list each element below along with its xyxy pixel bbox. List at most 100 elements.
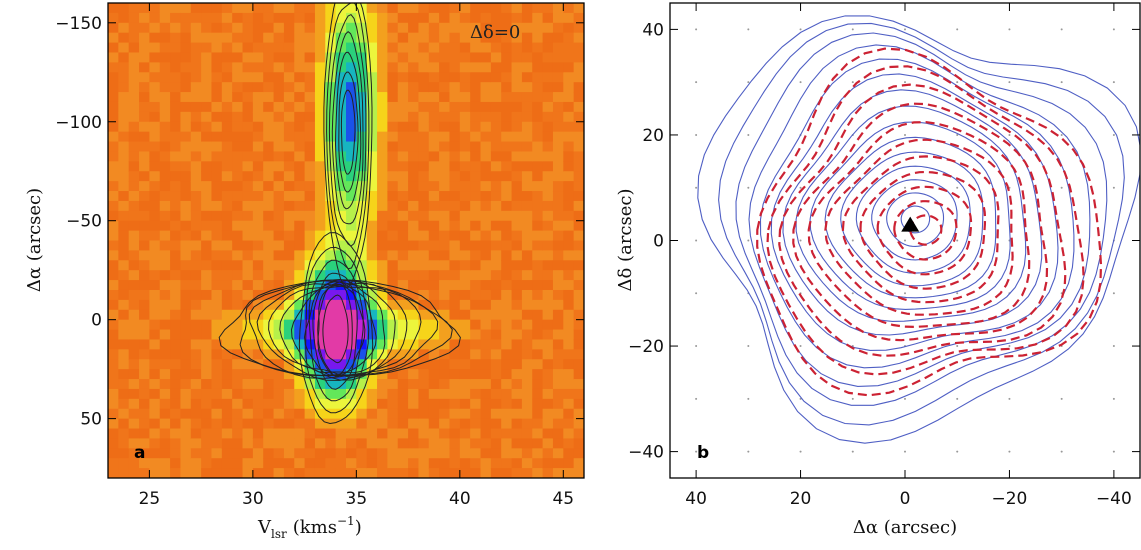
heatmap-cell xyxy=(573,280,584,291)
heatmap-cell xyxy=(314,161,326,172)
heatmap-cell xyxy=(232,448,244,459)
heatmap-cell xyxy=(459,32,471,44)
heatmap-cell xyxy=(314,428,326,440)
heatmap-cell xyxy=(335,408,347,420)
heatmap-cell xyxy=(211,121,223,133)
heatmap-cell xyxy=(314,82,326,93)
heatmap-cell xyxy=(532,161,544,172)
heatmap-cell xyxy=(149,52,161,63)
heatmap-cell xyxy=(532,388,544,400)
heatmap-cell xyxy=(139,111,150,123)
heatmap-cell xyxy=(439,82,451,93)
heatmap-cell xyxy=(480,62,492,73)
heatmap-cell xyxy=(542,289,554,301)
heatmap-cell xyxy=(108,309,119,321)
heatmap-cell xyxy=(201,289,213,301)
y-tick-label: −50 xyxy=(66,212,102,232)
heatmap-cell xyxy=(470,210,482,222)
heatmap-cell xyxy=(563,408,575,420)
heatmap-cell xyxy=(170,32,182,44)
heatmap-cell xyxy=(190,398,202,410)
heatmap-cell xyxy=(366,359,378,370)
heatmap-cell xyxy=(232,309,244,321)
heatmap-cell xyxy=(211,349,223,360)
heatmap-cell xyxy=(428,359,440,370)
heatmap-cell xyxy=(211,448,223,459)
heatmap-cell xyxy=(449,349,461,360)
heatmap-cell xyxy=(459,309,471,321)
heatmap-cell xyxy=(325,210,337,222)
heatmap-cell xyxy=(356,210,368,222)
contour-line xyxy=(328,13,367,247)
heatmap-cell xyxy=(252,101,264,113)
heatmap-cell xyxy=(418,171,430,182)
heatmap-cell xyxy=(501,161,513,172)
heatmap-cell xyxy=(490,260,502,271)
heatmap-cell xyxy=(521,329,533,341)
heatmap-cell xyxy=(408,62,420,73)
x-tick-label: 35 xyxy=(346,489,368,509)
heatmap-cell xyxy=(273,92,285,103)
heatmap-cell xyxy=(232,82,244,93)
heatmap-cell xyxy=(314,141,326,153)
heatmap-cell xyxy=(304,131,316,143)
heatmap-cell xyxy=(108,200,119,212)
heatmap-cell xyxy=(211,151,223,162)
heatmap-cell xyxy=(490,438,502,449)
heatmap-cell xyxy=(532,210,544,222)
heatmap-cell xyxy=(335,32,347,44)
heatmap-cell xyxy=(190,309,202,321)
dashed-contour xyxy=(766,65,1085,376)
heatmap-cell xyxy=(552,270,564,281)
heatmap-cell xyxy=(294,220,306,232)
heatmap-cell xyxy=(573,448,584,459)
heatmap-cell xyxy=(304,299,316,311)
heatmap-cell xyxy=(211,101,223,113)
contour-line xyxy=(218,279,461,377)
heatmap-cell xyxy=(470,141,482,153)
heatmap-cell xyxy=(263,52,275,63)
heatmap-cell xyxy=(325,309,337,321)
heatmap-cell xyxy=(304,62,316,73)
heatmap-cell xyxy=(428,349,440,360)
panel-b-x-ticks: 40 20 0 −20 −40 xyxy=(685,3,1132,509)
heatmap-cell xyxy=(511,299,523,311)
heatmap-cell xyxy=(428,72,440,83)
heatmap-cell xyxy=(108,72,119,83)
panel-b-grid xyxy=(695,28,1115,453)
heatmap-cell xyxy=(273,171,285,182)
heatmap-cell xyxy=(325,270,337,281)
heatmap-cell xyxy=(470,388,482,400)
heatmap-cell xyxy=(532,339,544,350)
heatmap-cell xyxy=(552,428,564,440)
heatmap-cell xyxy=(294,52,306,63)
heatmap-cell xyxy=(346,289,357,301)
heatmap-cell xyxy=(263,131,275,143)
heatmap-cell xyxy=(377,191,388,202)
heatmap-cell xyxy=(325,329,337,341)
heatmap-cell xyxy=(511,131,523,143)
heatmap-cell xyxy=(201,131,213,143)
heatmap-cell xyxy=(490,82,502,93)
heatmap-cell xyxy=(397,250,409,261)
heatmap-cell xyxy=(356,161,368,172)
heatmap-cell xyxy=(501,12,513,24)
heatmap-cell xyxy=(252,270,264,281)
heatmap-cell xyxy=(480,181,492,192)
heatmap-cell xyxy=(449,289,461,301)
heatmap-cell xyxy=(180,369,192,380)
x-tick-label: 30 xyxy=(242,489,264,509)
heatmap-cell xyxy=(480,151,492,162)
heatmap-cell xyxy=(314,240,326,251)
heatmap-cell xyxy=(573,359,584,370)
heatmap-cell xyxy=(532,260,544,271)
heatmap-cell xyxy=(128,408,140,420)
heatmap-cell xyxy=(242,72,254,83)
heatmap-cell xyxy=(439,111,451,123)
heatmap-cell xyxy=(211,468,223,478)
heatmap-cell xyxy=(542,270,554,281)
heatmap-cell xyxy=(108,52,119,63)
heatmap-cell xyxy=(418,191,430,202)
grid-dot xyxy=(1008,133,1011,136)
heatmap-cell xyxy=(128,111,140,123)
